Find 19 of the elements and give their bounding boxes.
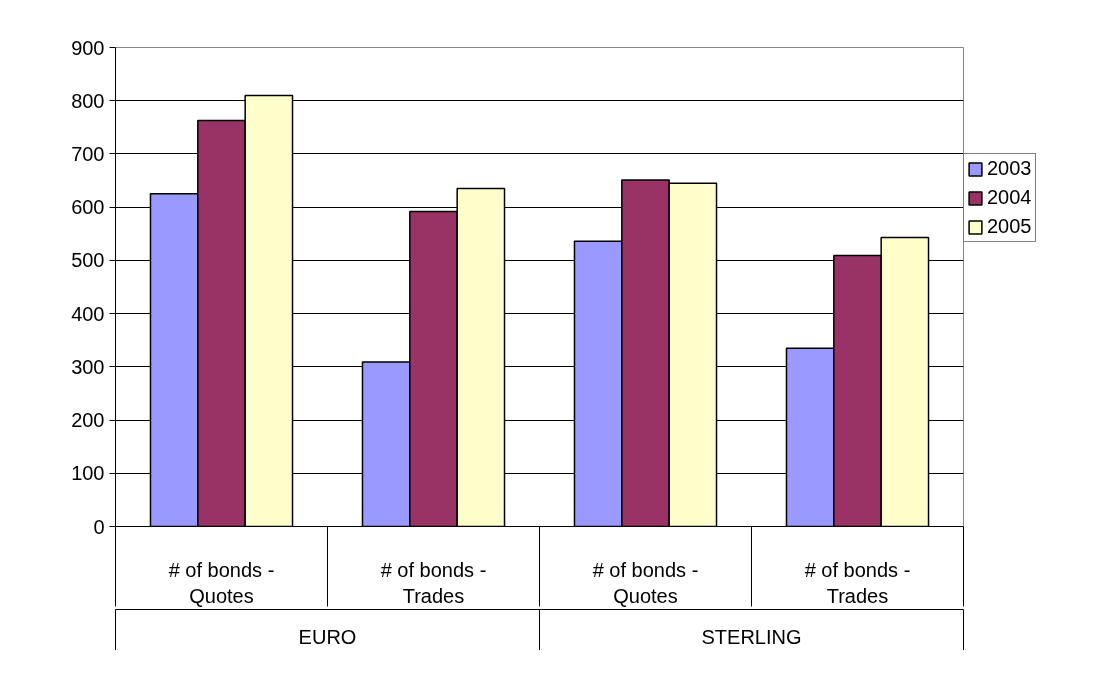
- y-tick-label: 100: [71, 462, 105, 485]
- x-tick-label: # of bonds - Quotes: [168, 558, 275, 607]
- y-tick-label: 900: [71, 36, 105, 59]
- legend-label: 2005: [987, 215, 1032, 238]
- legend-label: 2003: [987, 157, 1032, 180]
- y-tick-label: 300: [71, 355, 105, 378]
- text: EURO: [298, 625, 357, 648]
- y-tick-label: 600: [71, 196, 105, 219]
- y-tick-label: 700: [71, 142, 105, 165]
- x-tick-label: # of bonds - Trades: [804, 558, 911, 607]
- text: STERLING: [701, 625, 802, 648]
- legend-label: 2004: [987, 186, 1032, 209]
- x-tick-label: # of bonds - Trades: [380, 558, 487, 607]
- y-tick-label: 400: [71, 302, 105, 325]
- y-tick-label: 800: [71, 89, 105, 112]
- y-tick-label: 200: [71, 409, 105, 432]
- x-tick-label: # of bonds - Quotes: [592, 558, 699, 607]
- y-tick-label: 0: [93, 515, 105, 538]
- y-tick-label: 500: [71, 249, 105, 272]
